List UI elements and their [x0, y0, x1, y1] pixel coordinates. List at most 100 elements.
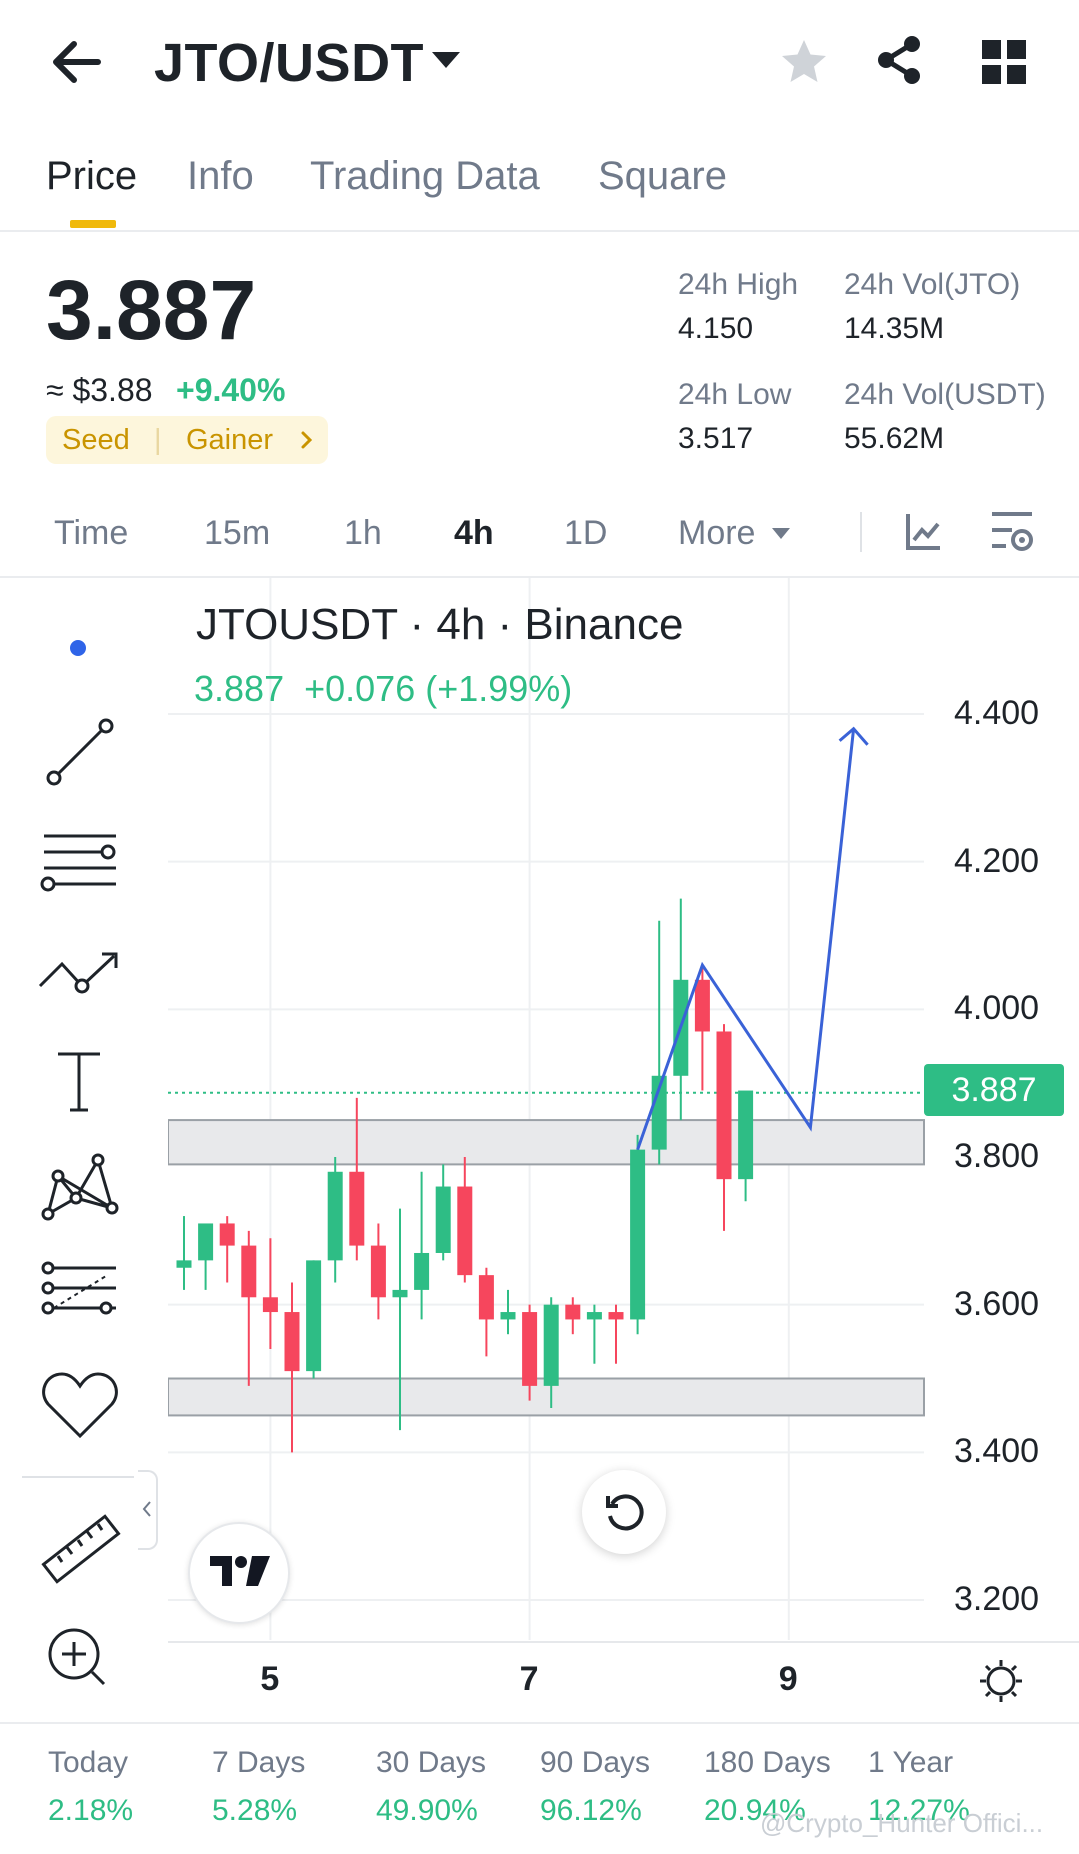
performance-bar: Today 2.18% 7 Days 5.28% 30 Days 49.90% … [0, 1722, 1079, 1854]
candle-down [219, 1223, 235, 1246]
daily-change: +9.40% [176, 372, 286, 408]
timeframe-4h[interactable]: 4h [454, 514, 494, 552]
chart-settings-icon[interactable] [990, 508, 1036, 556]
y-tick-label: 3.600 [954, 1284, 1040, 1323]
high-label: 24h High [678, 268, 799, 301]
candle-down [349, 1171, 365, 1246]
timeframe-1h[interactable]: 1h [344, 514, 382, 552]
high-value: 4.150 [678, 312, 754, 345]
candlestick-chart[interactable] [168, 578, 1079, 1718]
legend-price-change: +0.076 (+1.99%) [304, 668, 573, 709]
usd-value: ≈ $3.88 [46, 372, 153, 408]
tab-square[interactable]: Square [598, 154, 727, 198]
candle-up [630, 1149, 646, 1320]
low-label: 24h Low [678, 378, 792, 411]
indicator-chart-icon[interactable] [904, 510, 944, 554]
tag-pill[interactable]: Seed | Gainer [46, 416, 328, 464]
x-tick-label: 5 [260, 1660, 280, 1698]
reset-icon [606, 1494, 644, 1531]
more-caret-icon [772, 528, 790, 539]
path-tool-icon[interactable] [36, 934, 126, 1014]
vol-base-label: 24h Vol(JTO) [844, 268, 1021, 301]
timeframe-1d[interactable]: 1D [564, 514, 608, 552]
tag-seed[interactable]: Seed [62, 424, 130, 456]
ruler-icon[interactable] [36, 1508, 126, 1588]
reset-chart-button[interactable] [582, 1470, 666, 1554]
chevron-right-icon [301, 431, 313, 449]
app-header: JTO/USDT [0, 0, 1079, 120]
candle-up [738, 1090, 754, 1180]
support-zone [168, 1119, 925, 1166]
perf-value: 20.94% [704, 1794, 806, 1827]
candle-down [478, 1275, 494, 1320]
tab-bar: Price Info Trading Data Square [0, 140, 1079, 232]
y-tick-label: 3.800 [954, 1137, 1040, 1175]
perf-label: 1 Year [868, 1746, 954, 1779]
timeframe-more[interactable]: More [678, 514, 756, 552]
crosshair-dot-icon[interactable] [70, 640, 86, 656]
tag-gainer[interactable]: Gainer [186, 424, 274, 456]
candle-down [608, 1312, 624, 1320]
candle-up [198, 1223, 214, 1261]
candle-up [306, 1260, 322, 1372]
candle-down [370, 1245, 386, 1298]
perf-value: 96.12% [540, 1794, 642, 1827]
last-price: 3.887 [46, 263, 257, 357]
tab-price[interactable]: Price [46, 154, 138, 198]
perf-label: 90 Days [540, 1746, 651, 1779]
candle-down [284, 1312, 300, 1372]
candle-up [392, 1289, 408, 1298]
candle-up [327, 1171, 343, 1261]
candle-down [565, 1304, 581, 1320]
star-icon[interactable] [778, 36, 830, 88]
candle-down [694, 979, 710, 1032]
chart-legend-change: 3.887 +0.076 (+1.99%) [194, 668, 572, 710]
tab-info[interactable]: Info [187, 154, 254, 198]
tab-trading-data[interactable]: Trading Data [310, 154, 540, 198]
x-tick-label: 9 [778, 1660, 798, 1698]
gear-icon[interactable] [976, 1656, 1026, 1706]
fib-tool-icon[interactable] [36, 1256, 126, 1336]
legend-last-price: 3.887 [194, 668, 285, 709]
pair-title[interactable]: JTO/USDT [154, 33, 425, 93]
projection-arrowhead [838, 726, 869, 746]
y-tick-label: 4.400 [954, 694, 1040, 732]
trend-line-icon[interactable] [36, 712, 126, 792]
y-tick-label: 3.200 [954, 1580, 1040, 1618]
zoom-in-icon[interactable] [36, 1616, 126, 1696]
chevron-left-icon [142, 1501, 151, 1517]
candle-up [586, 1312, 602, 1320]
share-icon[interactable] [874, 34, 926, 86]
vol-base-value: 14.35M [844, 312, 945, 345]
candle-up [500, 1312, 516, 1320]
grid-icon[interactable] [982, 40, 1026, 84]
vol-quote-value: 55.62M [844, 422, 945, 455]
caret-down-icon[interactable] [432, 52, 460, 68]
candle-up [414, 1252, 430, 1290]
timeframe-bar: Time 15m 1h 4h 1D More [0, 500, 1079, 578]
perf-label: 30 Days [376, 1746, 487, 1779]
collapse-toolbar-handle[interactable] [138, 1470, 158, 1550]
y-tick-label: 4.200 [954, 841, 1040, 880]
timeframe-15m[interactable]: 15m [204, 514, 271, 552]
heart-icon[interactable] [36, 1366, 126, 1446]
projection-line [636, 728, 856, 1151]
divider [860, 512, 862, 552]
text-tool-icon[interactable] [36, 1040, 126, 1120]
chart-legend-title: JTOUSDT · 4h · Binance [196, 600, 684, 649]
low-value: 3.517 [678, 422, 754, 455]
y-tick-label: 3.400 [954, 1432, 1040, 1471]
horizontal-lines-icon[interactable] [36, 824, 126, 904]
candle-down [262, 1297, 278, 1313]
candle-up [176, 1260, 192, 1268]
perf-value: 49.90% [376, 1794, 478, 1827]
candle-down [241, 1245, 257, 1298]
timeframe-time[interactable]: Time [54, 514, 129, 552]
watermark: @Crypto_Hunter Offici... [760, 1808, 1044, 1838]
y-tick-label: 4.000 [954, 989, 1040, 1028]
arrow-left-icon[interactable] [48, 38, 104, 86]
pattern-tool-icon[interactable] [36, 1146, 126, 1226]
candle-down [716, 1031, 732, 1180]
perf-value: 12.27% [868, 1794, 970, 1827]
tradingview-logo[interactable] [188, 1522, 290, 1624]
